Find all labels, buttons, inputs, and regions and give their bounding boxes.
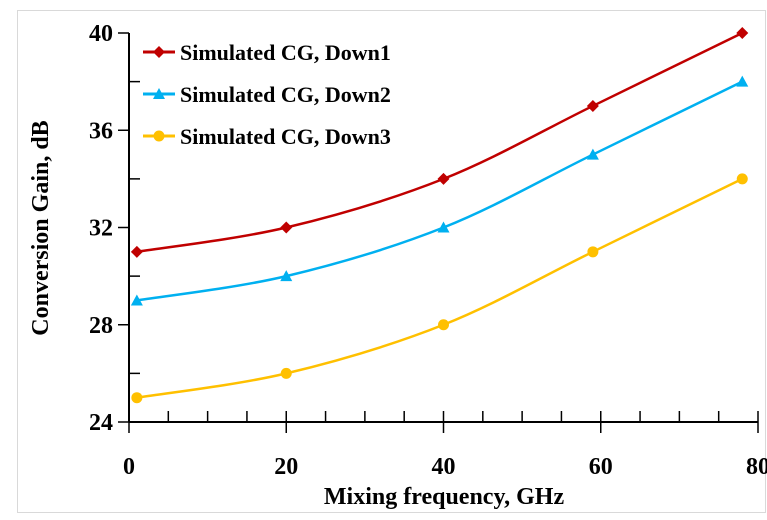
legend-label: Simulated CG, Down1 (180, 40, 391, 65)
legend-label: Simulated CG, Down2 (180, 82, 391, 107)
series-layer (130, 27, 749, 404)
legend-label: Simulated CG, Down3 (180, 124, 391, 149)
x-tick-label: 0 (123, 454, 135, 480)
x-tick-label: 40 (432, 454, 456, 480)
chart-frame (17, 10, 766, 513)
data-point (280, 270, 293, 282)
data-point (736, 75, 749, 87)
series-3 (131, 173, 748, 404)
legend-entry: Simulated CG, Down2 (143, 82, 391, 107)
x-axis-title: Mixing frequency, GHz (324, 484, 565, 510)
y-tick-label: 40 (89, 21, 113, 47)
data-point (587, 246, 599, 258)
legend-entry: Simulated CG, Down1 (143, 40, 391, 65)
series-line (136, 80, 743, 302)
series-2 (130, 75, 749, 306)
data-point (130, 294, 143, 306)
data-point (438, 319, 449, 331)
data-point (586, 99, 599, 112)
legend-marker (153, 46, 165, 58)
data-point (437, 221, 450, 233)
legend: Simulated CG, Down1 Simulated CG, Down2 Si… (143, 40, 391, 149)
data-point (736, 27, 749, 39)
x-tick-label: 80 (746, 454, 767, 480)
legend-marker (153, 130, 165, 142)
data-point (586, 148, 599, 160)
data-point (131, 392, 143, 404)
legend-entry: Simulated CG, Down3 (143, 124, 391, 149)
data-point (280, 221, 293, 234)
legend-marker (153, 88, 165, 99)
y-tick-label: 32 (89, 216, 113, 242)
y-tick-label: 24 (89, 410, 113, 436)
y-axis-title: Conversion Gain, dB (28, 120, 54, 335)
x-tick-label: 20 (274, 454, 298, 480)
data-point (736, 173, 748, 185)
axes: 24 28 32 36 40 0 20 40 60 80 (89, 21, 767, 480)
series-1 (130, 27, 749, 258)
y-tick-label: 36 (89, 118, 113, 144)
y-tick-label: 28 (89, 313, 113, 339)
x-tick-label: 60 (589, 454, 613, 480)
data-point (130, 245, 143, 258)
data-point (280, 367, 292, 379)
data-point (437, 172, 450, 185)
